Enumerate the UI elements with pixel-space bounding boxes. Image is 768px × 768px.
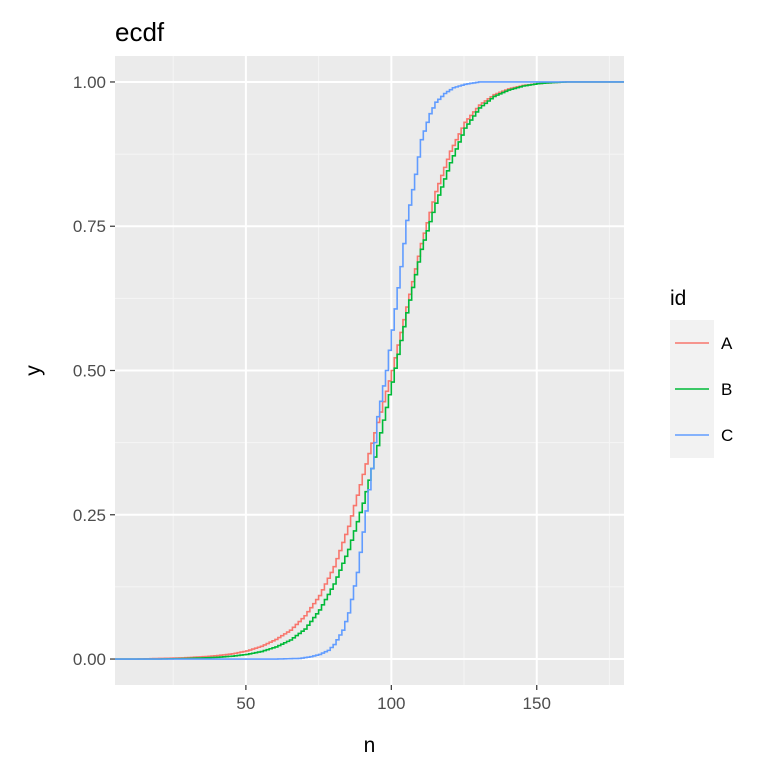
ecdf-line-c (115, 81, 624, 660)
x-tick-label: 100 (377, 694, 405, 713)
y-tick-label: 0.75 (73, 217, 106, 236)
y-axis-title: y (22, 365, 45, 376)
x-tick-label: 50 (236, 694, 255, 713)
y-axis-ticks: 0.00 0.25 0.50 0.75 1.00 (73, 73, 115, 669)
chart-title: ecdf (115, 17, 165, 47)
ecdf-line-b (115, 81, 624, 660)
series-lines (115, 81, 624, 660)
x-axis-ticks: 50 100 150 (236, 685, 551, 713)
y-tick-label: 0.00 (73, 650, 106, 669)
y-tick-label: 0.50 (73, 362, 106, 381)
legend-label-c: C (721, 426, 733, 445)
x-axis-title: n (364, 734, 376, 757)
legend-label-a: A (721, 334, 733, 353)
legend-title: id (670, 287, 686, 310)
legend-label-b: B (721, 380, 732, 399)
x-tick-label: 150 (523, 694, 551, 713)
y-tick-label: 1.00 (73, 73, 106, 92)
y-tick-label: 0.25 (73, 506, 106, 525)
legend: id A B C (670, 287, 733, 458)
